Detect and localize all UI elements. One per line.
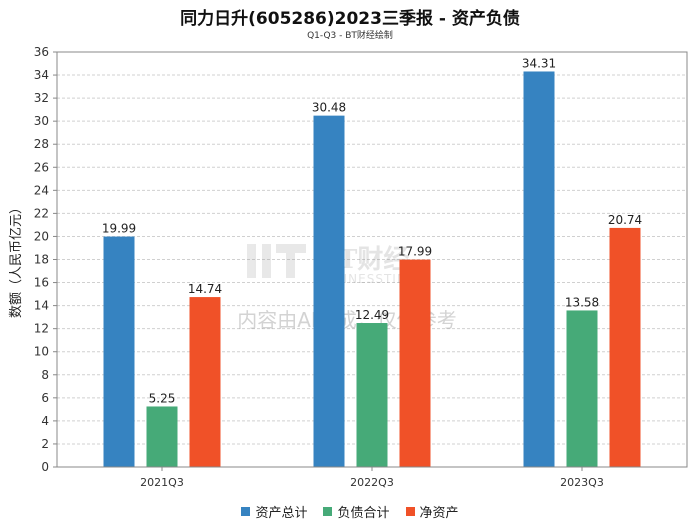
bar xyxy=(146,406,178,467)
data-label: 14.74 xyxy=(188,282,222,296)
bar xyxy=(609,227,641,467)
legend-item: 负债合计 xyxy=(323,502,390,521)
data-label: 13.58 xyxy=(565,295,599,309)
data-label: 34.31 xyxy=(522,56,556,70)
y-tick-label: 14 xyxy=(34,299,49,313)
x-tick-label: 2021Q3 xyxy=(140,476,184,489)
watermark-logo-mark xyxy=(247,244,256,278)
legend-swatch xyxy=(323,507,333,516)
y-tick-label: 22 xyxy=(34,206,49,220)
bars xyxy=(103,71,641,468)
chart-subtitle: Q1-Q3 - BT财经绘制 xyxy=(307,31,393,41)
y-tick-label: 12 xyxy=(34,322,49,336)
y-tick-label: 32 xyxy=(34,91,49,105)
watermark-logo-mark-3 xyxy=(276,244,306,253)
bar xyxy=(356,323,388,467)
y-tick-label: 4 xyxy=(41,414,49,428)
y-tick-label: 18 xyxy=(34,253,49,267)
data-label: 17.99 xyxy=(398,245,432,259)
y-tick-label: 6 xyxy=(41,391,49,405)
data-label: 5.25 xyxy=(149,391,176,405)
legend-swatch xyxy=(241,507,251,516)
bar xyxy=(566,310,598,467)
chart-title: 同力日升(605286)2023三季报 - 资产负债 xyxy=(180,9,520,29)
y-tick-label: 20 xyxy=(34,229,49,243)
data-label: 20.74 xyxy=(608,213,642,227)
bar xyxy=(523,71,555,468)
x-tick-label: 2023Q3 xyxy=(560,476,604,489)
legend-label: 净资产 xyxy=(419,506,459,521)
y-tick-label: 10 xyxy=(34,345,49,359)
legend-label: 资产总计 xyxy=(255,506,308,521)
legend-swatch xyxy=(405,507,415,516)
y-tick-label: 8 xyxy=(41,368,49,382)
legend-item: 净资产 xyxy=(405,502,459,521)
y-tick-label: 28 xyxy=(34,137,49,151)
y-tick-label: 2 xyxy=(41,437,49,451)
watermark-logo-mark-4 xyxy=(286,253,295,278)
gridlines xyxy=(57,74,687,445)
y-tick-label: 26 xyxy=(34,160,49,174)
bar xyxy=(103,236,135,467)
legend-label: 负债合计 xyxy=(337,506,390,521)
plot-frame xyxy=(56,51,688,468)
y-axis-label: 数额（人民币亿元） xyxy=(9,201,24,318)
y-tick-label: 24 xyxy=(34,183,49,197)
data-label: 12.49 xyxy=(355,308,389,322)
y-tick-label: 30 xyxy=(34,114,49,128)
x-axis-ticks: 2021Q3 2022Q3 2023Q3 xyxy=(140,467,604,489)
legend: 资产总计 负债合计 净资产 xyxy=(0,502,700,521)
bar xyxy=(189,297,221,467)
y-tick-label: 36 xyxy=(34,45,49,59)
bar xyxy=(313,115,345,467)
x-tick-label: 2022Q3 xyxy=(350,476,394,489)
y-tick-label: 0 xyxy=(41,460,49,474)
bar xyxy=(399,259,431,467)
y-tick-label: 34 xyxy=(34,68,49,82)
data-label: 30.48 xyxy=(312,101,346,115)
data-label: 19.99 xyxy=(102,222,136,236)
data-labels: 19.99 5.25 14.74 30.48 12.49 17.99 34.31 13.58 2… xyxy=(102,56,642,405)
y-tick-label: 16 xyxy=(34,276,49,290)
watermark-logo-mark-2 xyxy=(262,244,271,278)
legend-item: 资产总计 xyxy=(241,502,307,521)
